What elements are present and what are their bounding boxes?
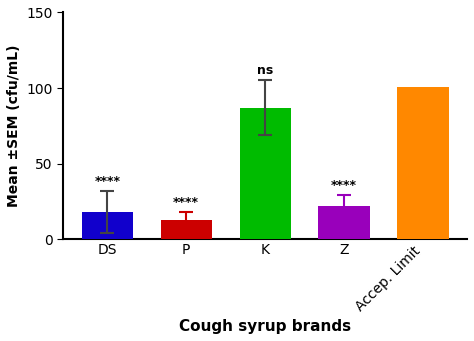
Text: ns: ns [257,64,273,77]
Y-axis label: Mean ±SEM (cfu/mL): Mean ±SEM (cfu/mL) [7,45,21,207]
Bar [319,206,370,239]
Text: ****: **** [94,175,120,188]
Bar [82,212,133,239]
Bar [161,220,212,239]
X-axis label: Cough syrup brands: Cough syrup brands [179,319,351,334]
Text: ****: **** [173,196,199,209]
Text: ****: **** [331,179,357,192]
Bar [239,108,291,239]
Bar [397,87,449,239]
